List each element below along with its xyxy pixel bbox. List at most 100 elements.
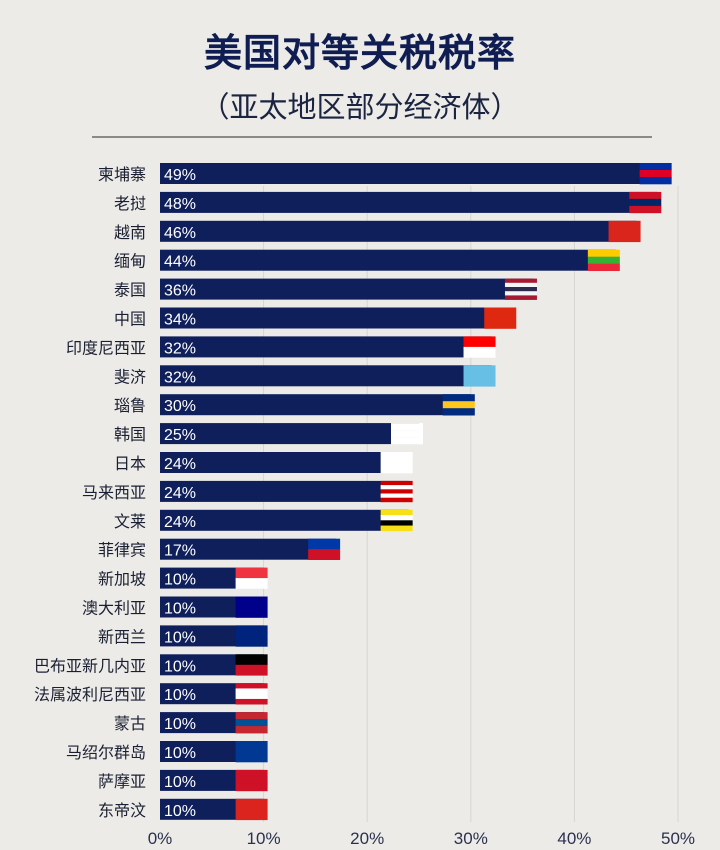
- category-label: 东帝汶: [98, 801, 146, 820]
- flag-stripe: [235, 603, 268, 611]
- flag-stripe: [608, 227, 641, 236]
- category-label: 缅甸: [114, 252, 146, 271]
- category-label: 老挝: [114, 194, 146, 213]
- flag-stripe: [629, 198, 662, 207]
- flag-stripe: [587, 263, 620, 271]
- x-tick-label: 20%: [350, 829, 384, 848]
- data-label: 10%: [164, 716, 196, 733]
- data-label: 24%: [164, 485, 196, 502]
- bar: [160, 480, 409, 502]
- bar: [160, 423, 419, 445]
- flag-stripe: [235, 632, 268, 640]
- data-label: 48%: [164, 196, 196, 213]
- flag-stripe: [235, 654, 268, 666]
- flag-stripe: [587, 249, 620, 257]
- category-label: 蒙古: [114, 714, 146, 733]
- category-label: 萨摩亚: [98, 772, 146, 791]
- data-label: 30%: [164, 398, 196, 415]
- data-label: 36%: [164, 283, 196, 300]
- flag-stripe: [639, 170, 672, 178]
- flag-stripe: [391, 437, 423, 445]
- flag-stripe: [629, 205, 662, 214]
- flag-stripe: [235, 812, 268, 821]
- data-label: 10%: [164, 629, 196, 646]
- flag-stripe: [235, 741, 268, 749]
- flag-stripe: [463, 346, 496, 358]
- flag-stripe: [235, 769, 268, 778]
- flag-stripe: [235, 688, 268, 694]
- data-label: 10%: [164, 774, 196, 791]
- flag-stripe: [380, 497, 413, 503]
- category-label: 新加坡: [98, 570, 146, 589]
- flag-stripe: [380, 459, 413, 467]
- x-tick-label: 10%: [247, 829, 281, 848]
- data-label: 46%: [164, 225, 196, 242]
- flag-stripe: [391, 430, 423, 438]
- flag-stripe: [391, 423, 423, 431]
- data-label: 34%: [164, 312, 196, 329]
- flag-stripe: [235, 712, 268, 720]
- flag-stripe: [235, 625, 268, 633]
- category-label: 韩国: [114, 425, 146, 444]
- flag-stripe: [308, 538, 341, 550]
- category-label: 马绍尔群岛: [66, 743, 146, 762]
- bar: [160, 538, 337, 560]
- flag-stripe: [608, 220, 641, 229]
- bar: [160, 191, 658, 213]
- data-label: 25%: [164, 427, 196, 444]
- flag-stripe: [463, 365, 496, 373]
- flag-stripe: [639, 177, 672, 185]
- bar: [160, 163, 668, 184]
- bar: [160, 278, 533, 300]
- flag-stripe: [380, 485, 413, 490]
- category-label: 日本: [114, 454, 146, 473]
- flag-stripe: [235, 639, 268, 647]
- flag-stripe: [235, 567, 268, 579]
- data-label: 24%: [164, 456, 196, 473]
- flag-stripe: [484, 321, 517, 329]
- bar: [160, 365, 492, 387]
- category-label: 印度尼西亚: [66, 338, 146, 357]
- data-label: 10%: [164, 687, 196, 704]
- flag-stripe: [235, 693, 268, 700]
- flag-stripe: [380, 480, 413, 486]
- data-label: 32%: [164, 340, 196, 357]
- category-label: 法属波利尼西亚: [34, 685, 146, 704]
- category-label: 新西兰: [98, 627, 146, 646]
- flag-stripe: [442, 394, 475, 402]
- title-divider: [92, 136, 652, 138]
- x-tick-label: 40%: [557, 829, 591, 848]
- flag-stripe: [308, 549, 341, 560]
- flag-stripe: [235, 610, 268, 618]
- data-label: 10%: [164, 803, 196, 820]
- flag-stripe: [639, 163, 672, 171]
- flag-stripe: [235, 798, 268, 807]
- flag-stripe: [380, 520, 413, 526]
- flag-stripe: [380, 493, 413, 498]
- flag-stripe: [380, 452, 413, 460]
- flag-stripe: [235, 578, 268, 589]
- flag-stripe: [484, 307, 517, 315]
- category-label: 文莱: [114, 512, 146, 531]
- data-label: 44%: [164, 254, 196, 271]
- flag-stripe: [463, 379, 496, 387]
- flag-stripe: [235, 805, 268, 814]
- data-label: 17%: [164, 543, 196, 560]
- flag-stripe: [463, 372, 496, 380]
- bar: [160, 249, 616, 271]
- data-label: 49%: [164, 167, 196, 184]
- category-label: 斐济: [114, 367, 146, 386]
- category-label: 马来西亚: [82, 483, 146, 502]
- flag-stripe: [235, 726, 268, 734]
- category-label: 中国: [114, 310, 146, 329]
- flag-stripe: [442, 408, 475, 416]
- bar: [160, 307, 513, 329]
- flag-stripe: [629, 191, 662, 200]
- flag-stripe: [380, 489, 413, 494]
- data-label: 10%: [164, 658, 196, 675]
- x-tick-label: 0%: [148, 829, 173, 848]
- flag-stripe: [608, 234, 641, 243]
- bar: [160, 509, 409, 531]
- data-label: 10%: [164, 601, 196, 618]
